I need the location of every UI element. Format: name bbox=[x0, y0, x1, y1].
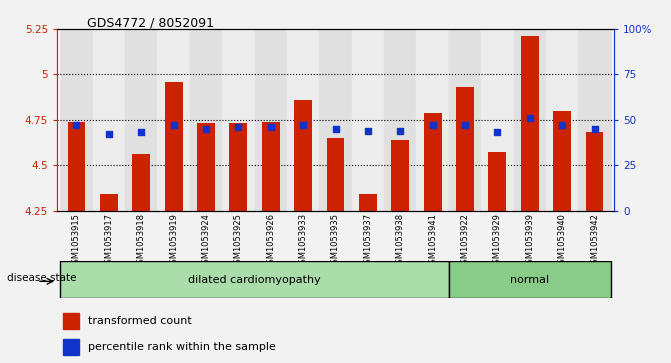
Bar bbox=[125, 29, 158, 211]
Bar bbox=[423, 113, 442, 211]
Point bbox=[460, 122, 470, 128]
Bar bbox=[578, 29, 611, 211]
Point bbox=[265, 124, 276, 130]
Bar bbox=[164, 82, 183, 211]
Point bbox=[330, 126, 341, 132]
Bar bbox=[319, 29, 352, 211]
Bar bbox=[262, 122, 280, 211]
Bar bbox=[327, 138, 344, 211]
Point bbox=[233, 124, 244, 130]
Bar bbox=[229, 123, 248, 211]
Text: percentile rank within the sample: percentile rank within the sample bbox=[88, 342, 276, 352]
Point bbox=[525, 115, 535, 121]
Bar bbox=[391, 140, 409, 211]
Bar bbox=[481, 29, 513, 211]
Point bbox=[103, 131, 114, 137]
Text: transformed count: transformed count bbox=[88, 316, 191, 326]
Bar bbox=[60, 261, 449, 298]
Bar bbox=[456, 87, 474, 211]
Text: dilated cardiomyopathy: dilated cardiomyopathy bbox=[188, 274, 321, 285]
Bar bbox=[93, 29, 125, 211]
Bar bbox=[254, 29, 287, 211]
Point bbox=[136, 130, 146, 135]
Point bbox=[168, 122, 179, 128]
Bar bbox=[586, 132, 603, 211]
Bar bbox=[521, 36, 539, 211]
Bar bbox=[158, 29, 190, 211]
Point bbox=[362, 128, 373, 134]
Bar bbox=[132, 154, 150, 211]
Bar bbox=[546, 29, 578, 211]
Point bbox=[557, 122, 568, 128]
Bar bbox=[287, 29, 319, 211]
Point bbox=[298, 122, 309, 128]
Point bbox=[201, 126, 211, 132]
Bar bbox=[417, 29, 449, 211]
Bar bbox=[197, 123, 215, 211]
Point bbox=[427, 122, 438, 128]
Bar bbox=[222, 29, 254, 211]
Bar bbox=[100, 194, 117, 211]
Text: GDS4772 / 8052091: GDS4772 / 8052091 bbox=[87, 16, 214, 29]
Point bbox=[589, 126, 600, 132]
Bar bbox=[449, 261, 611, 298]
Bar bbox=[62, 339, 79, 355]
Bar bbox=[449, 29, 481, 211]
Bar bbox=[60, 29, 93, 211]
Bar bbox=[513, 29, 546, 211]
Bar bbox=[190, 29, 222, 211]
Bar bbox=[62, 313, 79, 330]
Bar bbox=[68, 122, 85, 211]
Bar bbox=[488, 152, 507, 211]
Bar bbox=[352, 29, 384, 211]
Point bbox=[395, 128, 406, 134]
Text: disease state: disease state bbox=[7, 273, 76, 283]
Bar bbox=[359, 194, 377, 211]
Point bbox=[492, 130, 503, 135]
Point bbox=[71, 122, 82, 128]
Text: normal: normal bbox=[510, 274, 550, 285]
Bar bbox=[294, 100, 312, 211]
Bar bbox=[384, 29, 417, 211]
Bar bbox=[554, 111, 571, 211]
